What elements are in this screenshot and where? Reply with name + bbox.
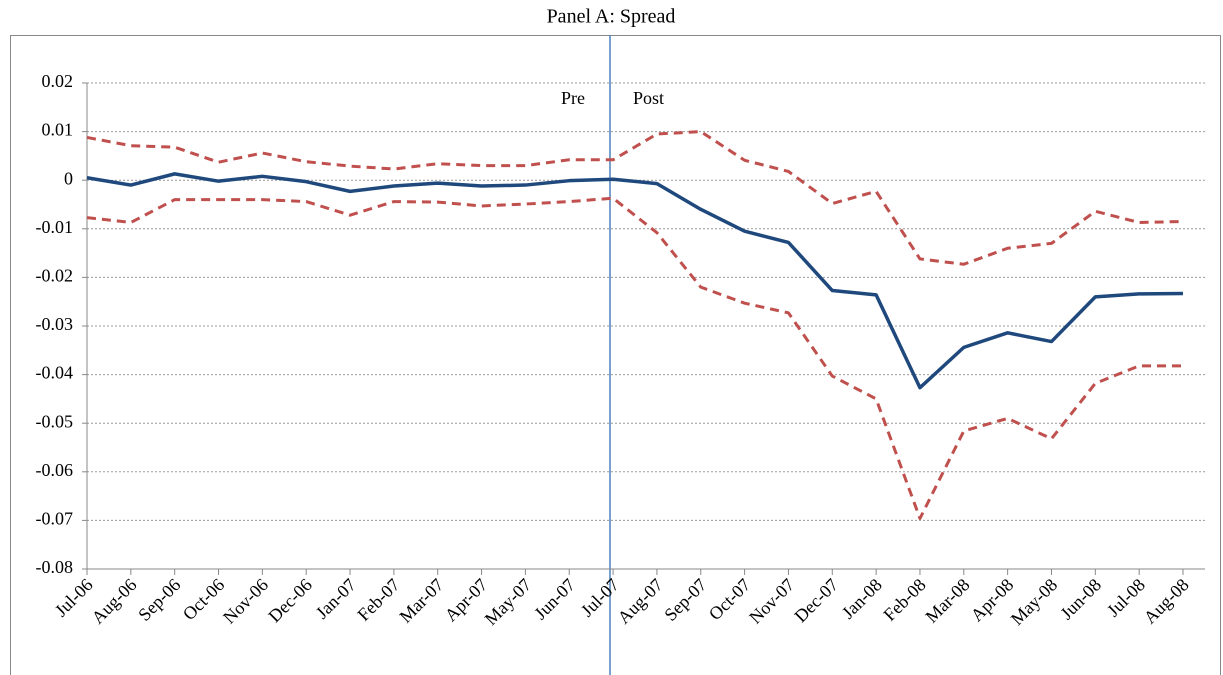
x-tick-label: Mar-07 bbox=[395, 575, 447, 627]
x-tick-label: Jun-07 bbox=[530, 575, 579, 624]
x-tick-label: May-08 bbox=[1007, 575, 1061, 629]
y-tick-label: 0.02 bbox=[42, 71, 74, 91]
x-tick-label: Nov-06 bbox=[219, 575, 272, 628]
x-tick-label: Dec-07 bbox=[790, 575, 842, 627]
x-tick-label: Jan-07 bbox=[312, 575, 360, 623]
x-tick-label: Sep-07 bbox=[660, 575, 710, 625]
x-tick-label: Oct-07 bbox=[705, 575, 754, 624]
x-tick-label: Jun-08 bbox=[1056, 575, 1105, 624]
y-tick-label: -0.06 bbox=[36, 460, 74, 480]
annotation: Pre bbox=[561, 88, 585, 108]
x-tick-label: Sep-06 bbox=[134, 575, 184, 625]
y-tick-label: 0.01 bbox=[42, 120, 74, 140]
x-tick-label: Mar-08 bbox=[921, 575, 973, 627]
x-tick-label: Aug-08 bbox=[1140, 575, 1193, 628]
chart-border bbox=[10, 35, 1221, 675]
x-tick-label: Oct-06 bbox=[179, 575, 228, 624]
y-tick-label: -0.03 bbox=[36, 314, 74, 334]
y-tick-label: -0.08 bbox=[36, 557, 74, 577]
x-tick-label: Aug-06 bbox=[88, 575, 141, 628]
x-tick-label: Dec-06 bbox=[264, 575, 316, 627]
x-tick-label: Feb-08 bbox=[880, 575, 930, 625]
series-line bbox=[86, 172, 1184, 390]
y-tick-label: -0.07 bbox=[36, 509, 74, 529]
x-tick-label: May-07 bbox=[481, 575, 535, 629]
x-tick-label: Jan-08 bbox=[838, 575, 886, 623]
x-tick-label: Nov-07 bbox=[745, 575, 798, 628]
x-tick-label: Feb-07 bbox=[353, 575, 403, 625]
series-line bbox=[86, 130, 1184, 266]
series-line bbox=[86, 196, 1183, 520]
annotation: Post bbox=[633, 88, 664, 108]
x-tick-label: Aug-07 bbox=[614, 575, 667, 628]
chart-title: Panel A: Spread bbox=[547, 6, 676, 28]
y-tick-label: -0.01 bbox=[36, 217, 74, 237]
y-tick-label: -0.04 bbox=[36, 363, 74, 383]
y-tick-label: 0 bbox=[64, 168, 73, 188]
y-tick-label: -0.02 bbox=[36, 266, 74, 286]
y-tick-label: -0.05 bbox=[36, 411, 74, 431]
